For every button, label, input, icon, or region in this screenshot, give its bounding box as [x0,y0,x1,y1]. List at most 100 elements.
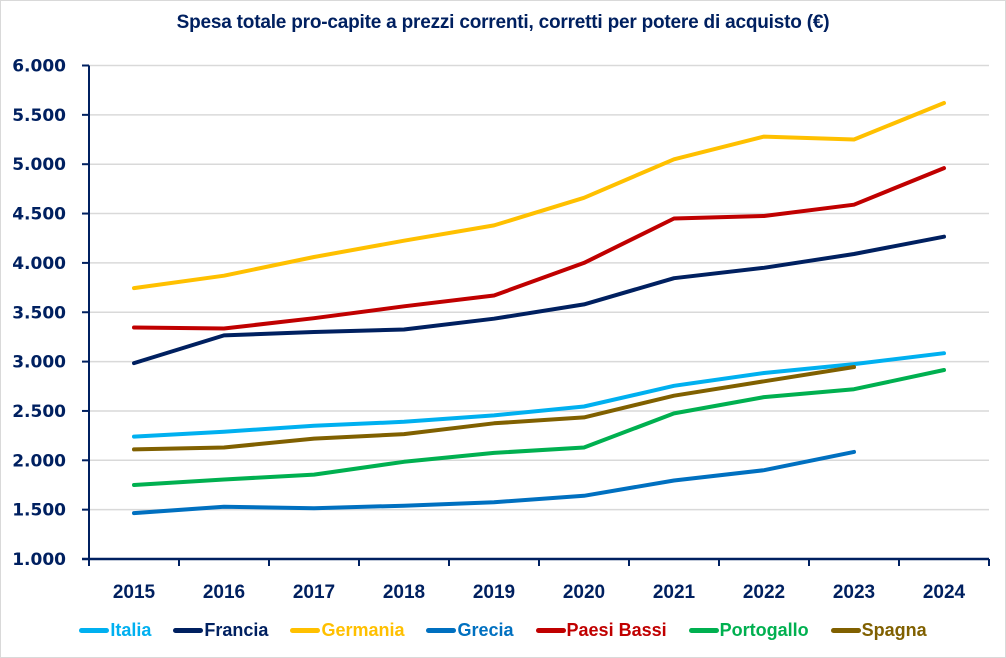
data-point [132,435,136,439]
data-point [132,447,136,451]
data-point [132,326,136,330]
data-point [582,415,586,419]
y-tick-label: 5.000 [12,155,66,175]
legend-item: Germania [290,620,404,641]
data-point [492,293,496,297]
legend-swatch [688,628,719,633]
legend-swatch [426,628,457,633]
legend-item: Grecia [426,620,514,641]
x-tick-label: 2016 [203,582,245,603]
data-point [402,504,406,508]
x-tick-label: 2019 [473,582,515,603]
y-tick-label: 5.500 [12,106,66,126]
y-tick-label: 4.500 [12,205,66,225]
data-point [852,387,856,391]
x-tick-label: 2018 [383,582,425,603]
data-point [942,166,946,170]
legend-swatch [290,628,321,633]
x-tick-label: 2024 [923,582,966,603]
data-point [132,511,136,515]
data-point [402,420,406,424]
legend-label: Italia [110,620,152,640]
legend-label: Paesi Bassi [566,620,667,640]
y-axis-ticks: 1.000 1.500 2.000 2.500 3.000 3.500 4.000 4.500… [12,57,89,570]
data-point [402,432,406,436]
data-point [762,214,766,218]
data-point [582,196,586,200]
legend-swatch [535,628,566,633]
data-point [852,450,856,454]
x-axis-ticks: 2015 2016 2017 2018 2019 2020 2021 2022 2023 2024 [88,559,990,603]
data-point [942,101,946,105]
data-point [582,445,586,449]
y-tick-label: 2.500 [12,402,66,422]
legend-label: Grecia [457,620,514,640]
data-point [132,361,136,365]
y-tick-label: 2.000 [12,451,66,471]
legend-item: Spagna [830,620,927,641]
data-point [672,411,676,415]
data-point [582,302,586,306]
data-point [222,505,226,509]
data-point [402,460,406,464]
data-point [222,430,226,434]
legend-item: Paesi Bassi [535,620,667,641]
legend-label: Spagna [861,620,927,640]
x-tick-label: 2015 [113,582,156,603]
data-point [942,351,946,355]
data-point [672,276,676,280]
series-line-spagna [132,365,856,452]
legend-label: Portogallo [719,620,809,640]
series-line-paesi-bassi [132,166,946,331]
gridlines [89,64,989,511]
data-point [312,424,316,428]
y-tick-label: 3.500 [12,303,66,323]
data-point [762,371,766,375]
data-point [852,138,856,142]
legend: Italia Francia Germania Grecia Paesi Bassi Po… [0,620,1006,641]
legend-item: Italia [79,620,151,641]
data-point [492,317,496,321]
data-point [762,468,766,472]
data-point [222,274,226,278]
data-point [312,316,316,320]
y-tick-label: 4.000 [12,254,66,274]
data-point [402,239,406,243]
legend-swatch [79,628,110,633]
legend-label: Germania [321,620,405,640]
legend-label: Francia [204,620,269,640]
series-lines [132,101,946,516]
data-point [852,365,856,369]
data-point [222,478,226,482]
data-point [762,379,766,383]
data-point [222,327,226,331]
x-tick-label: 2021 [653,582,696,603]
data-point [402,328,406,332]
y-tick-label: 1.500 [12,501,66,521]
data-point [672,394,676,398]
x-tick-label: 2017 [293,582,335,603]
data-point [672,157,676,161]
y-tick-label: 3.000 [12,353,66,373]
data-point [312,330,316,334]
series-line-francia [132,234,946,366]
data-point [942,368,946,372]
x-tick-label: 2022 [743,582,785,603]
data-point [132,483,136,487]
x-tick-label: 2020 [563,582,605,603]
data-point [942,235,946,239]
data-point [672,384,676,388]
series-line-portogallo [132,368,946,487]
data-point [402,304,406,308]
data-point [312,255,316,259]
series-line-germania [132,101,946,291]
data-point [492,500,496,504]
data-point [852,252,856,256]
legend-swatch [173,628,204,633]
data-point [762,395,766,399]
data-point [312,437,316,441]
data-point [582,494,586,498]
axes [82,65,989,561]
legend-item: Francia [173,620,268,641]
data-point [762,135,766,139]
